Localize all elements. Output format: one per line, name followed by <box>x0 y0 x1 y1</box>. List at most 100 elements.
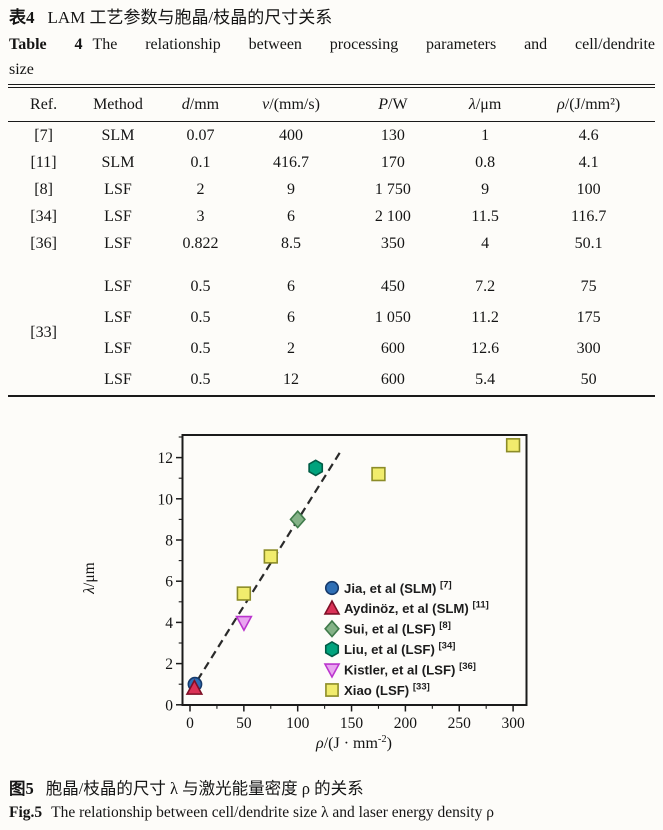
data-point-marker <box>263 549 278 564</box>
table-cell: 130 <box>380 126 405 144</box>
table-cell: 1 <box>481 126 490 144</box>
x-tick-label: 50 <box>236 715 252 732</box>
y-tick-label: 10 <box>158 491 174 508</box>
legend-item: Liu, et al (LSF) [34] <box>324 641 455 658</box>
table-cell: 416.7 <box>273 153 310 171</box>
table-cell: 350 <box>380 234 405 252</box>
table-cell: 11.5 <box>471 207 499 225</box>
table-cell: 12 <box>244 364 338 397</box>
table-cell: 170 <box>380 153 405 171</box>
series-diamond <box>289 509 306 529</box>
ref-cell: [34] <box>30 207 57 225</box>
data-point-marker <box>505 438 521 453</box>
table-cell: 0.822 <box>182 234 219 252</box>
table-cell: 4.1 <box>578 153 599 171</box>
x-tick-label: 300 <box>501 715 525 732</box>
table-cell: 9 <box>481 180 490 198</box>
table-cell: 600 <box>380 339 405 357</box>
plot-frame <box>181 434 528 706</box>
table-cell: 450 <box>380 277 405 295</box>
y-tick-label: 4 <box>165 615 173 632</box>
table-cell: 400 <box>279 126 304 144</box>
figure-number-en: Fig.5 <box>9 804 43 821</box>
table-cell: 6 <box>287 277 296 295</box>
column-header: ρ/(J/mm²) <box>522 84 655 122</box>
figure-caption-zh-text: 胞晶/枝晶的尺寸 λ 与激光能量密度 ρ 的关系 <box>45 779 364 798</box>
y-tick-label: 0 <box>165 697 173 714</box>
table-cell: 0.07 <box>186 126 215 144</box>
table-cell: 6 <box>287 308 296 326</box>
table-title-en: Table 4 The relationship between processi… <box>9 32 655 57</box>
table-cell: LSF <box>104 234 132 252</box>
table-row: [33] LSF 0.5 6 450 7.2 75 <box>8 257 655 397</box>
table-row: [36] LSF 0.822 8.5 350 4 50.1 <box>8 230 655 257</box>
column-header: P/W <box>337 84 448 122</box>
data-point-marker <box>371 466 386 482</box>
table-cell: 100 <box>576 180 601 198</box>
table-title-en-text: The relationship between processing para… <box>92 36 656 53</box>
table-cell: 0.5 <box>190 339 211 357</box>
y-tick-label: 2 <box>165 656 173 673</box>
table-cell: 11.2 <box>471 308 499 326</box>
table-cell: 6 <box>287 207 296 225</box>
x-tick-label: 100 <box>286 715 310 732</box>
y-tick-label: 12 <box>158 450 174 467</box>
legend-item: Kistler, et al (LSF) [36] <box>323 661 476 679</box>
table-header-row: Ref. Method d/mm v/(mm/s) P/W λ/μm ρ/(J/mm²) <box>8 84 655 122</box>
table-cell: 0.5 <box>190 277 211 295</box>
figure-number-zh: 图5 <box>9 779 34 798</box>
data-point-marker <box>324 641 340 658</box>
table-cell: LSF <box>104 308 132 326</box>
table-cell: LSF <box>79 364 157 397</box>
table-cell: 1 050 <box>374 308 411 326</box>
column-header: v/(mm/s) <box>244 84 338 122</box>
table-cell: 175 <box>576 308 601 326</box>
table-cell: 2 100 <box>374 207 411 225</box>
legend-label: Xiao (LSF) [33] <box>344 681 430 698</box>
x-tick-label: 150 <box>340 715 364 732</box>
data-point-marker <box>185 678 204 695</box>
scatter-chart: 0 50 100 150 200 250 300 0 2 4 6 8 10 12 ρ/(J · mm-2) λ… <box>81 434 528 752</box>
table-row: [34] LSF 3 6 2 100 11.5 116.7 <box>8 203 655 230</box>
table-cell: 3 <box>196 207 205 225</box>
table-cell: 75 <box>580 277 597 295</box>
table-cell: 8.5 <box>281 234 302 252</box>
legend-item: Jia, et al (SLM) [7] <box>324 579 452 596</box>
table-row: LSF 0.5 6 1 050 11.2 175 <box>8 302 655 333</box>
table-title-block: 表4 LAM 工艺参数与胞晶/枝晶的尺寸关系 Table 4 The relatio… <box>9 4 655 82</box>
y-tick-label: 6 <box>165 574 173 591</box>
table-cell: LSF <box>104 180 132 198</box>
x-axis-label: ρ/(J · mm-2) <box>315 734 392 752</box>
parameters-table: Ref. Method d/mm v/(mm/s) P/W λ/μm ρ/(J/mm²) [… <box>8 84 655 397</box>
legend: Jia, et al (SLM) [7] Aydinöz, et al (SLM)… <box>323 579 489 698</box>
table-row: [7] SLM 0.07 400 130 1 4.6 <box>8 122 655 150</box>
table-cell: 5.4 <box>447 364 523 397</box>
table-cell: LSF <box>104 207 132 225</box>
legend-label: Aydinöz, et al (SLM) [11] <box>344 600 489 617</box>
ref-cell: [33] <box>8 257 80 397</box>
legend-item: Sui, et al (LSF) [8] <box>324 619 451 638</box>
figure-caption-en-text: The relationship between cell/dendrite s… <box>51 804 494 821</box>
ref-cell: [8] <box>34 180 53 198</box>
table-cell: 0.8 <box>475 153 496 171</box>
table-cell: 2 <box>287 339 296 357</box>
data-point-marker <box>325 683 339 697</box>
x-tick-label: 0 <box>186 715 194 732</box>
table-row: LSF 0.5 12 600 5.4 50 <box>8 364 655 397</box>
legend-label: Jia, et al (SLM) [7] <box>344 579 452 596</box>
table-title-zh: 表4 LAM 工艺参数与胞晶/枝晶的尺寸关系 <box>9 4 655 32</box>
data-point-marker <box>323 599 341 615</box>
ref-cell: [7] <box>34 126 53 144</box>
y-tick-label: 8 <box>165 533 173 550</box>
y-axis-label: λ/μm <box>81 562 98 594</box>
data-point-marker <box>324 619 340 638</box>
table-cell: 4 <box>481 234 490 252</box>
trend-line <box>196 448 343 681</box>
table-cell: LSF <box>104 339 132 357</box>
column-header: Ref. <box>8 84 80 122</box>
data-point-marker <box>289 509 306 529</box>
ref-cell: [11] <box>30 153 57 171</box>
table-row: [8] LSF 2 9 1 750 9 100 <box>8 176 655 203</box>
x-tick-label: 250 <box>448 715 472 732</box>
